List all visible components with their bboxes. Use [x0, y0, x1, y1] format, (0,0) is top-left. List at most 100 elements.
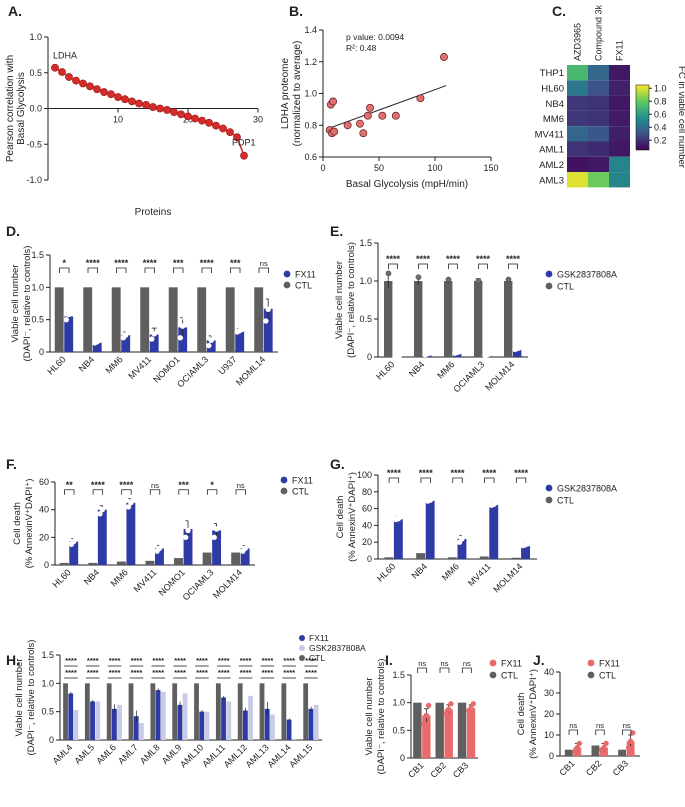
significance-bracket — [116, 267, 127, 273]
bar-fx11 — [199, 711, 205, 740]
significance-label: **** — [450, 468, 465, 478]
bar-gsk2837808a — [393, 518, 403, 559]
significance-label: **** — [152, 668, 164, 677]
significance-label: **** — [506, 254, 521, 264]
y-axis-label: Viable cell number — [14, 659, 25, 737]
replicate-point — [244, 542, 251, 549]
colorbar-tick-label: 0.4 — [654, 122, 667, 132]
bar-ctl — [474, 281, 483, 357]
panel-label: J. — [533, 652, 545, 668]
panel-b: B. 0.6 0.8 1.0 1.2 1.4 0 50 100 150 LDHA proteome(… — [280, 3, 499, 190]
significance-bracket — [258, 267, 269, 273]
significance-label: **** — [131, 656, 143, 665]
significance-label: **** — [87, 656, 99, 665]
heatmap-cell — [567, 65, 588, 81]
bar-ctl — [448, 557, 457, 559]
replicate-point — [516, 345, 523, 351]
significance-label: ns — [569, 721, 577, 730]
colorbar-tick-label: 0.2 — [654, 135, 667, 145]
bar-ctl — [194, 683, 199, 740]
x-tick-label: CB1 — [406, 760, 425, 779]
y-axis-label: (DAPI⁻, relative to controls) — [22, 246, 33, 362]
y-tick-label: 1.0 — [31, 282, 44, 292]
bar-fx11 — [235, 330, 245, 352]
replicate-point — [149, 336, 155, 342]
panel-label: I. — [385, 652, 393, 668]
bar-ctl — [84, 683, 90, 740]
data-point — [156, 104, 164, 113]
replicate-point — [216, 519, 222, 525]
replicate-point — [68, 310, 74, 316]
y-axis-label: Viable cell number — [10, 265, 21, 343]
bar-fx11 — [68, 693, 74, 740]
legend-label: CTL — [599, 671, 616, 681]
x-tick-label: 30 — [253, 115, 263, 125]
data-point — [205, 118, 213, 127]
x-tick-label: OCIAML3 — [451, 359, 486, 394]
heatmap-row-label: NB4 — [546, 99, 564, 110]
panel-label: B. — [289, 3, 303, 19]
x-tick-label: MV411 — [132, 567, 159, 594]
significance-label: **** — [174, 668, 186, 677]
significance-label: **** — [131, 668, 143, 677]
y-tick-label: 1.5 — [359, 238, 372, 248]
y-tick-label: 10 — [544, 730, 554, 740]
bar-gsk2837808a — [139, 723, 144, 740]
replicate-point — [177, 335, 184, 341]
bar-gsk2837808a — [521, 544, 530, 559]
significance-bracket — [622, 729, 632, 735]
replicate-point — [486, 351, 493, 357]
significance-label: ns — [237, 481, 245, 490]
replicate-point — [423, 712, 430, 719]
significance-bracket — [64, 489, 75, 495]
regression-line — [328, 85, 447, 129]
significance-label: **** — [262, 668, 274, 677]
y-tick-label: 0 — [49, 735, 54, 745]
bar-fx11 — [221, 697, 226, 740]
y-tick-label: 0.0 — [29, 104, 42, 114]
significance-label: **** — [200, 258, 215, 268]
bar-fx11 — [149, 334, 159, 352]
significance-bracket — [87, 267, 98, 273]
x-tick-label: OCIAML3 — [175, 354, 210, 389]
significance-bracket — [178, 489, 189, 495]
data-point — [391, 111, 400, 120]
replicate-point — [456, 348, 463, 355]
significance-bracket — [595, 729, 605, 735]
legend-label: GSK2837808A — [557, 270, 617, 280]
x-tick-label: MOLM14 — [211, 567, 244, 600]
legend-marker — [545, 270, 553, 278]
replicate-point — [415, 274, 422, 281]
significance-bracket — [121, 489, 132, 495]
y-axis-label: Viable cell number — [334, 261, 345, 339]
bar-fx11 — [308, 708, 314, 740]
bar-ctl — [168, 287, 178, 352]
data-point — [359, 129, 368, 138]
p-value-text: p value: 0.0094 — [346, 32, 404, 42]
replicate-point — [574, 744, 580, 751]
replicate-point — [468, 705, 474, 711]
replicate-point — [73, 536, 79, 542]
data-point — [86, 82, 94, 91]
heatmap-row-label: THP1 — [540, 68, 564, 79]
significance-label: **** — [240, 668, 252, 677]
heatmap-cell — [567, 172, 588, 188]
significance-bracket — [201, 267, 212, 273]
bar-ctl — [59, 562, 69, 565]
y-tick-label: 0 — [39, 347, 44, 357]
data-point — [212, 121, 220, 130]
significance-label: ns — [260, 259, 268, 268]
y-tick-label: 1.2 — [304, 57, 317, 67]
panel-f: F. 0 20 40 60 Cell death (% AnnexinV⁺DAPI⁺) HL6… — [6, 456, 313, 602]
heatmap-cell — [567, 156, 588, 173]
significance-label: **** — [196, 656, 208, 665]
significance-label: **** — [283, 668, 295, 677]
y-tick-label: -0.5 — [26, 139, 42, 149]
panel-label: H. — [6, 652, 20, 668]
data-point — [226, 128, 234, 136]
bar-fx11 — [263, 308, 273, 352]
bar-fx11 — [69, 541, 79, 565]
significance-label: ns — [463, 659, 471, 668]
significance-label: **** — [86, 258, 101, 268]
bar-ctl — [63, 683, 68, 740]
